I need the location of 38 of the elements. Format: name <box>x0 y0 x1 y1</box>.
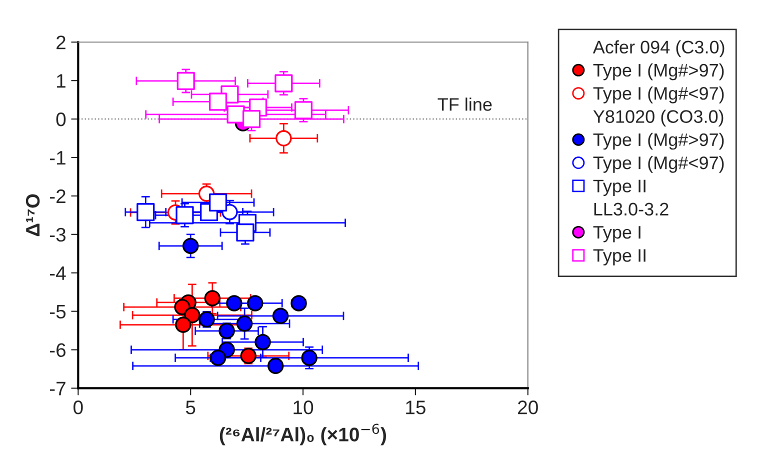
y-tick-label: -2 <box>50 189 66 203</box>
y-tick-label: -3 <box>50 228 66 242</box>
x-tick-label: 0 <box>74 400 83 414</box>
legend-label: Type I <box>593 226 640 242</box>
point <box>242 110 261 128</box>
ref-line-label: TF line <box>438 98 492 111</box>
x-axis-title: (²⁶Al/²⁷Al)₀ (×10$^{−6}$) <box>220 424 386 446</box>
y-tick-label: -6 <box>50 343 66 358</box>
x-tick-label: 5 <box>186 400 196 414</box>
text: Y81020 (CO3.0) <box>593 110 724 127</box>
point <box>226 105 245 124</box>
y-tick-label: -1 <box>50 151 66 165</box>
y-tick-label: 0 <box>56 112 66 126</box>
point <box>294 101 313 120</box>
point <box>176 72 195 90</box>
x-tick-label: 20 <box>518 400 538 414</box>
x-tick-label: 15 <box>406 400 426 414</box>
point <box>236 223 254 242</box>
x-tick-label: 10 <box>294 400 314 414</box>
text: LL3.0-3.2 <box>594 202 668 216</box>
point <box>208 92 228 111</box>
legend-label: Type II <box>593 180 646 196</box>
legend-label: Type I (Mg#<97) <box>593 86 724 104</box>
point <box>176 206 194 224</box>
legend-label: Type I (Mg#<97) <box>593 156 724 173</box>
point <box>136 203 155 222</box>
legend-label: Type II <box>593 249 646 266</box>
y-tick-label: 1 <box>57 74 66 88</box>
legend-label: Type I (Mg#>97) <box>593 132 724 150</box>
y-axis-title: Δ¹⁷O <box>26 194 40 236</box>
y-tick-label: -4 <box>50 266 66 280</box>
legend-label: Type I (Mg#>97) <box>593 63 724 80</box>
y-tick-label: -7 <box>50 382 66 396</box>
point <box>208 193 228 212</box>
text: Acfer 094 (C3.0) <box>592 40 724 58</box>
point <box>274 74 293 92</box>
y-tick-label: 2 <box>56 36 66 50</box>
y-tick-label: -5 <box>50 304 66 319</box>
